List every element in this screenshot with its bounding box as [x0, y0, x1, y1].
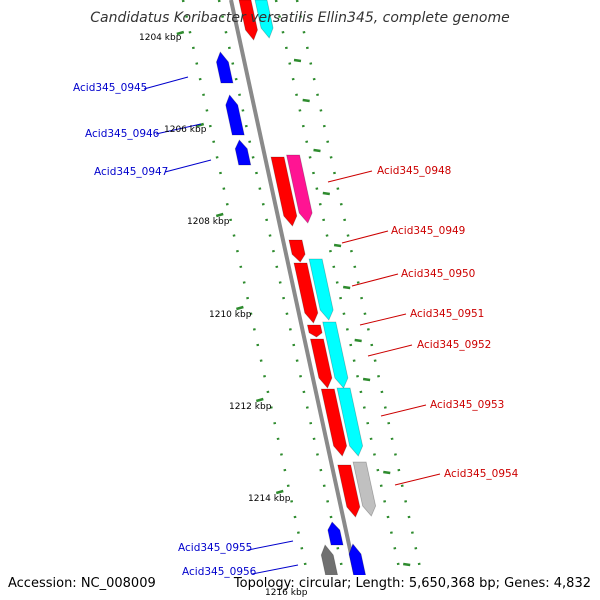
gene-label-acid345-0953[interactable]: Acid345_0953: [430, 399, 504, 411]
gene-features: [216, 0, 377, 600]
gene-feature-acid345-0947[interactable]: [234, 139, 252, 166]
guide-inner-1: [181, 0, 309, 575]
gene-label-acid345-0946[interactable]: Acid345_0946: [85, 128, 160, 140]
scale-label-1204: 1204 kbp: [139, 33, 182, 43]
gene-feature-acid345-0954[interactable]: [352, 461, 377, 517]
major-tick: [255, 397, 264, 403]
genome-backbone: [229, 0, 358, 575]
scale-ticks: [176, 30, 411, 567]
label-leader-line: [341, 230, 389, 244]
genome-summary: Topology: circular; Length: 5,650,368 bp…: [233, 576, 591, 591]
label-leader-line: [394, 473, 441, 486]
label-leader-line: [327, 170, 373, 183]
label-leader-line: [367, 344, 413, 357]
label-leader-line: [351, 273, 399, 287]
scale-label-1212: 1212 kbp: [229, 402, 272, 412]
gene-label-acid345-0947[interactable]: Acid345_0947: [94, 166, 168, 178]
minor-tick: [322, 191, 330, 196]
guide-outer-2: [295, 0, 423, 575]
minor-tick: [293, 58, 302, 63]
scale-label-1206: 1206 kbp: [164, 125, 207, 135]
minor-tick: [354, 338, 362, 343]
gene-label-acid345-0952[interactable]: Acid345_0952: [417, 339, 491, 351]
gene-feature-acid345-0945[interactable]: [216, 51, 234, 84]
major-tick: [236, 305, 244, 311]
gene-feature-acid345-0956[interactable]: [348, 543, 371, 600]
label-leader-line: [143, 76, 189, 90]
label-leader-line: [359, 313, 407, 326]
label-leader-line: [251, 564, 299, 575]
major-tick: [215, 212, 224, 218]
gene-feature-red-0954[interactable]: [337, 464, 361, 518]
gene-feature-acid345-0950[interactable]: [308, 258, 334, 321]
gene-feature-cyan-0952[interactable]: [322, 321, 349, 389]
gene-feature-cyan-0953[interactable]: [336, 387, 364, 457]
label-leader-line: [247, 540, 294, 551]
label-leader-line: [155, 123, 202, 135]
gene-feature-red-small[interactable]: [306, 324, 323, 338]
minor-tick: [313, 148, 321, 153]
scale-label-1210: 1210 kbp: [209, 310, 252, 320]
minor-tick: [362, 377, 371, 382]
label-leaders: [143, 76, 441, 575]
minor-tick: [333, 243, 342, 248]
gene-feature-red-0948a[interactable]: [270, 156, 298, 227]
gene-label-acid345-0951[interactable]: Acid345_0951: [410, 308, 484, 320]
minor-tick: [343, 285, 351, 290]
gene-label-acid345-0948[interactable]: Acid345_0948: [377, 165, 451, 177]
scale-label-1214: 1214 kbp: [248, 494, 291, 504]
gene-feature-acid345-0953[interactable]: [320, 388, 348, 457]
gene-feature-top-cyan[interactable]: [254, 0, 274, 39]
gene-feature-top-red[interactable]: [238, 0, 258, 41]
gene-label-acid345-0950[interactable]: Acid345_0950: [401, 268, 475, 280]
gene-feature-darkgray[interactable]: [320, 544, 343, 600]
label-leader-line: [164, 159, 212, 173]
minor-tick: [383, 470, 391, 475]
gene-label-acid345-0954[interactable]: Acid345_0954: [444, 468, 519, 480]
minor-tick: [403, 562, 411, 567]
gene-feature-acid345-0951[interactable]: [293, 262, 319, 324]
label-leader-line: [380, 404, 427, 417]
gene-feature-acid345-0952[interactable]: [309, 338, 333, 389]
gene-feature-acid345-0948[interactable]: [286, 154, 313, 224]
accession-label: Accession: NC_008009: [8, 576, 156, 591]
minor-tick: [302, 98, 310, 103]
major-tick: [275, 489, 284, 495]
gene-feature-acid345-0949[interactable]: [288, 239, 306, 263]
scale-label-1208: 1208 kbp: [187, 217, 230, 227]
major-tick: [176, 30, 185, 36]
gene-label-acid345-0945[interactable]: Acid345_0945: [73, 82, 147, 94]
gene-feature-acid345-0946[interactable]: [225, 94, 245, 136]
gene-feature-acid345-0955[interactable]: [327, 521, 344, 546]
major-tick: [196, 122, 205, 128]
gene-label-acid345-0955[interactable]: Acid345_0955: [178, 542, 252, 554]
map-title: Candidatus Koribacter versatilis Ellin34…: [90, 10, 509, 26]
gene-label-acid345-0949[interactable]: Acid345_0949: [391, 225, 465, 237]
gene-label-acid345-0956[interactable]: Acid345_0956: [182, 566, 257, 578]
scale-label-1216: 1216 kbp: [265, 588, 308, 598]
